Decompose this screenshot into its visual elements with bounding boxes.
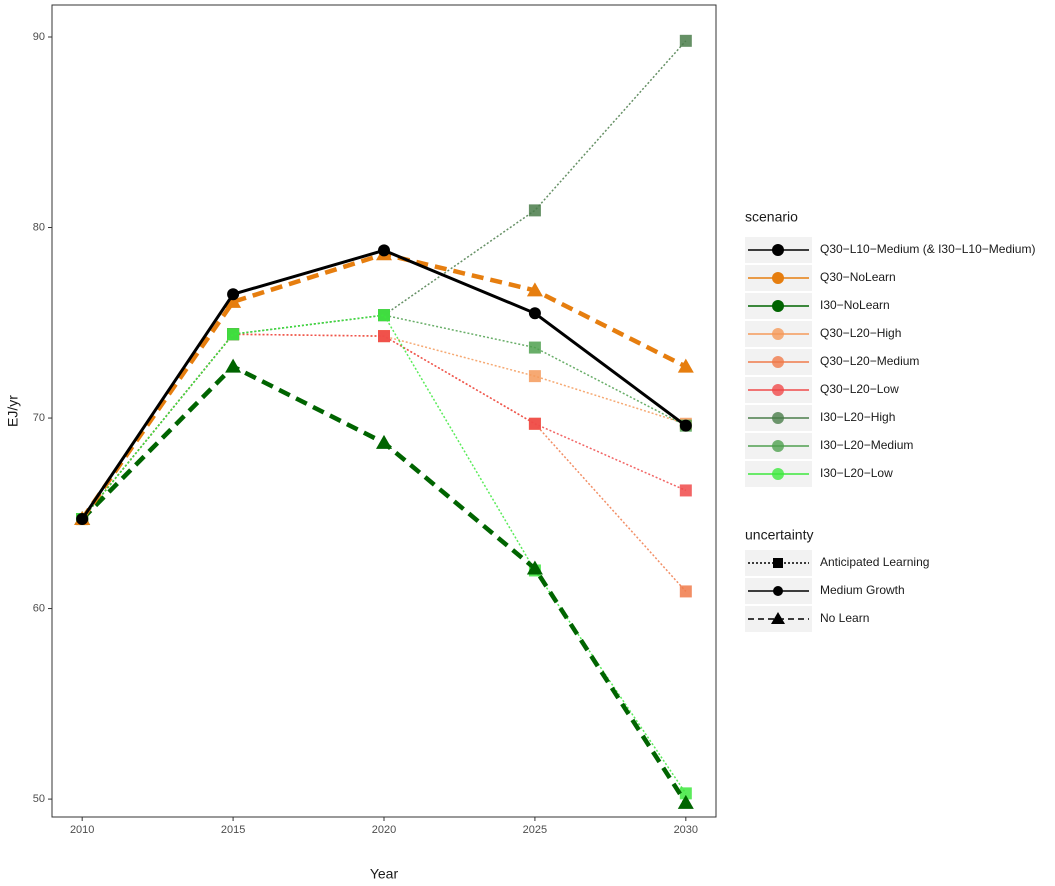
data-point [679,34,692,47]
legend-symbol [772,412,784,424]
legend-label: I30−L20−Medium [820,438,913,452]
x-tick-label: 2010 [70,824,94,836]
legend-symbol [771,612,785,624]
x-tick-label: 2020 [372,824,396,836]
x-axis-title: Year [370,866,399,882]
legend-label: Anticipated Learning [820,555,929,569]
data-point [528,370,541,383]
legend-label: No Learn [820,611,869,625]
legend-label: I30−L20−Low [820,466,893,480]
legend-symbol [773,586,783,596]
x-tick-label: 2025 [523,824,547,836]
y-tick-label: 50 [33,793,45,805]
data-point [528,307,541,320]
data-point [679,419,692,432]
legend-label: Medium Growth [820,583,905,597]
legend-label: Q30−L10−Medium (& I30−L10−Medium) [820,242,1035,256]
data-point [677,794,694,809]
data-point [677,358,694,373]
data-point [378,309,390,322]
legend-symbol [772,272,784,284]
series-line [81,314,687,520]
x-tick-label: 2015 [221,824,245,836]
legend-symbol [772,244,784,256]
data-point [528,204,541,217]
legend-title: scenario [745,209,798,225]
data-point [227,288,240,301]
data-point [528,417,541,430]
legend-symbol [772,468,784,480]
y-tick-label: 70 [33,412,45,424]
data-point [76,513,89,526]
y-axis-title: EJ/yr [5,395,21,427]
y-tick-label: 80 [33,221,45,233]
data-point [225,293,242,308]
legend-label: Q30−L20−Medium [820,354,919,368]
data-point [528,341,541,354]
y-tick-label: 90 [33,31,45,43]
data-point [376,434,392,449]
x-tick-label: 2030 [674,824,698,836]
y-tick-label: 60 [33,602,45,614]
legend-symbol [772,384,784,396]
legend-label: Q30−L20−High [820,326,901,340]
data-point [378,330,390,343]
data-point [227,328,240,341]
data-point [679,585,692,598]
legend-title: uncertainty [745,527,813,543]
data-point [378,244,390,257]
legend-label: Q30−NoLearn [820,270,896,284]
legend-label: I30−NoLearn [820,298,890,312]
legend-symbol [773,558,783,568]
legend-symbol [772,440,784,452]
legend-symbol [772,328,784,340]
data-point [526,282,543,297]
data-point [679,787,692,800]
legend-symbol [772,300,784,312]
data-point [679,484,692,497]
legend-label: Q30−L20−Low [820,382,899,396]
legend-label: I30−L20−High [820,410,895,424]
data-point [225,358,242,373]
data-point [526,560,543,575]
legend-symbol [772,356,784,368]
